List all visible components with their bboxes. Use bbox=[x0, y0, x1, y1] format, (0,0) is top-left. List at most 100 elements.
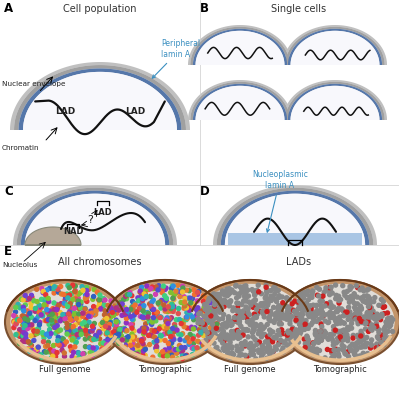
Circle shape bbox=[97, 330, 101, 334]
Circle shape bbox=[23, 303, 27, 307]
Circle shape bbox=[294, 318, 298, 322]
Circle shape bbox=[65, 292, 69, 296]
Circle shape bbox=[132, 313, 136, 317]
Circle shape bbox=[291, 326, 295, 330]
Circle shape bbox=[129, 323, 133, 327]
Circle shape bbox=[289, 340, 293, 344]
Circle shape bbox=[132, 335, 136, 339]
Circle shape bbox=[122, 298, 126, 302]
Circle shape bbox=[71, 350, 75, 354]
Circle shape bbox=[342, 321, 346, 325]
Circle shape bbox=[304, 321, 308, 325]
Circle shape bbox=[249, 349, 253, 353]
Circle shape bbox=[131, 305, 135, 309]
Circle shape bbox=[277, 311, 281, 315]
Circle shape bbox=[35, 332, 39, 336]
Circle shape bbox=[203, 307, 207, 311]
Circle shape bbox=[211, 332, 215, 336]
Circle shape bbox=[306, 298, 310, 302]
Circle shape bbox=[22, 331, 26, 335]
Circle shape bbox=[80, 285, 84, 289]
Circle shape bbox=[287, 316, 291, 320]
Circle shape bbox=[200, 309, 203, 313]
Circle shape bbox=[157, 302, 161, 306]
Circle shape bbox=[335, 322, 339, 326]
Circle shape bbox=[314, 328, 318, 332]
Circle shape bbox=[302, 328, 306, 332]
Circle shape bbox=[276, 308, 280, 312]
Circle shape bbox=[265, 356, 269, 360]
Circle shape bbox=[152, 286, 156, 290]
Circle shape bbox=[164, 320, 168, 324]
Circle shape bbox=[203, 328, 207, 332]
Circle shape bbox=[146, 315, 150, 319]
Circle shape bbox=[379, 333, 383, 337]
Circle shape bbox=[252, 289, 256, 293]
Circle shape bbox=[242, 313, 246, 317]
Circle shape bbox=[328, 300, 332, 304]
Circle shape bbox=[310, 346, 314, 350]
Circle shape bbox=[171, 310, 175, 314]
Circle shape bbox=[345, 333, 349, 337]
Circle shape bbox=[100, 324, 104, 328]
Circle shape bbox=[94, 333, 98, 337]
Circle shape bbox=[63, 296, 67, 300]
Circle shape bbox=[328, 316, 332, 320]
Circle shape bbox=[273, 292, 277, 296]
Circle shape bbox=[356, 336, 360, 340]
Circle shape bbox=[201, 299, 205, 303]
Circle shape bbox=[166, 352, 170, 356]
Circle shape bbox=[130, 347, 134, 351]
Circle shape bbox=[217, 307, 221, 311]
Circle shape bbox=[39, 353, 43, 357]
Circle shape bbox=[350, 317, 354, 321]
Circle shape bbox=[209, 326, 213, 330]
Circle shape bbox=[239, 347, 243, 351]
Circle shape bbox=[358, 354, 362, 358]
Circle shape bbox=[137, 349, 141, 353]
Circle shape bbox=[156, 301, 160, 305]
Circle shape bbox=[119, 302, 123, 306]
Circle shape bbox=[128, 290, 132, 294]
Circle shape bbox=[227, 318, 231, 322]
Circle shape bbox=[227, 338, 231, 342]
Circle shape bbox=[362, 337, 366, 341]
Text: LAD: LAD bbox=[94, 208, 113, 217]
Circle shape bbox=[335, 318, 339, 322]
Circle shape bbox=[315, 286, 319, 290]
Circle shape bbox=[337, 307, 341, 311]
Circle shape bbox=[164, 320, 168, 324]
Circle shape bbox=[90, 311, 94, 315]
Circle shape bbox=[161, 350, 165, 354]
Circle shape bbox=[255, 342, 259, 346]
Circle shape bbox=[373, 317, 377, 321]
Polygon shape bbox=[25, 194, 165, 245]
Circle shape bbox=[53, 312, 57, 316]
Circle shape bbox=[128, 314, 132, 318]
Circle shape bbox=[300, 328, 304, 332]
Circle shape bbox=[359, 319, 363, 323]
Circle shape bbox=[171, 306, 175, 310]
Circle shape bbox=[379, 298, 383, 302]
Circle shape bbox=[59, 284, 63, 288]
Circle shape bbox=[212, 328, 216, 332]
Circle shape bbox=[288, 314, 292, 318]
Circle shape bbox=[241, 309, 246, 313]
Circle shape bbox=[277, 294, 281, 298]
Circle shape bbox=[354, 353, 358, 357]
Circle shape bbox=[85, 295, 89, 299]
Circle shape bbox=[207, 331, 211, 335]
Circle shape bbox=[87, 320, 91, 324]
Circle shape bbox=[264, 283, 268, 287]
Circle shape bbox=[332, 328, 336, 332]
Circle shape bbox=[170, 350, 174, 354]
Circle shape bbox=[47, 350, 51, 354]
Circle shape bbox=[133, 351, 137, 355]
Circle shape bbox=[241, 316, 245, 320]
Polygon shape bbox=[285, 82, 385, 120]
Circle shape bbox=[257, 350, 261, 354]
Circle shape bbox=[214, 294, 218, 298]
Polygon shape bbox=[213, 185, 377, 245]
Circle shape bbox=[239, 312, 243, 316]
Circle shape bbox=[225, 301, 229, 305]
